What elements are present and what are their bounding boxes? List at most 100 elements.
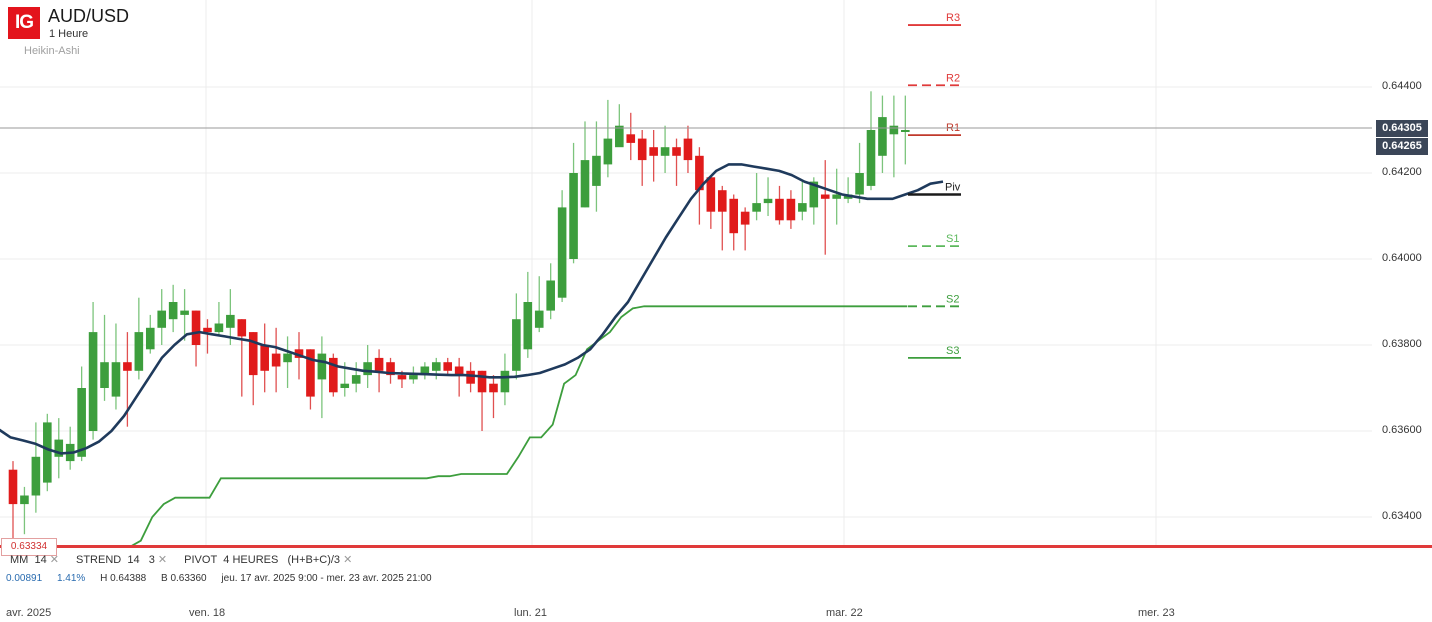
price-info-bar: 0.00891 1.41% H 0.64388 B 0.63360 jeu. 1… bbox=[6, 573, 444, 584]
candle-body bbox=[409, 375, 418, 380]
candle-body bbox=[878, 117, 887, 156]
indicator-name: STREND bbox=[75, 554, 122, 566]
candle-body bbox=[20, 495, 29, 505]
candle-body bbox=[351, 375, 361, 384]
candle bbox=[351, 362, 361, 393]
pivot-level: R3 bbox=[908, 12, 961, 26]
candle bbox=[214, 302, 224, 337]
candle-body bbox=[580, 160, 590, 208]
candle-body bbox=[740, 211, 750, 225]
candle bbox=[8, 461, 18, 548]
candle bbox=[695, 147, 704, 225]
candle-body bbox=[889, 125, 899, 135]
current-price-box: 0.64305 bbox=[1376, 120, 1428, 137]
candle-body bbox=[683, 138, 693, 161]
pivot-level: S2 bbox=[908, 293, 961, 308]
candle bbox=[820, 160, 830, 255]
candle bbox=[660, 125, 670, 173]
candle-body bbox=[660, 147, 670, 156]
candle bbox=[20, 486, 29, 535]
candle bbox=[512, 293, 521, 380]
candle-body bbox=[88, 332, 98, 431]
candle-body bbox=[626, 134, 636, 143]
candle-body bbox=[637, 138, 647, 161]
candle bbox=[763, 177, 773, 216]
candle-body bbox=[672, 147, 681, 156]
indicator-pivot[interactable]: PIVOT 4 HEURES (H+B+C)/3 ✕ bbox=[184, 554, 352, 566]
candle-body bbox=[832, 194, 841, 199]
candle-body bbox=[260, 345, 269, 371]
candle bbox=[329, 353, 338, 397]
candle bbox=[260, 323, 269, 393]
candle bbox=[477, 370, 487, 431]
candle bbox=[271, 327, 281, 393]
close-icon[interactable]: ✕ bbox=[157, 554, 168, 566]
indicator-strend[interactable]: STREND 14 3 ✕ bbox=[76, 554, 167, 566]
candle bbox=[88, 302, 98, 440]
interval-label[interactable]: 1 Heure bbox=[49, 28, 89, 40]
candle bbox=[363, 345, 372, 388]
candle bbox=[649, 130, 658, 182]
x-tick-label: avr. 2025 bbox=[6, 607, 52, 619]
candle-body bbox=[489, 383, 498, 393]
y-tick-label: 0.63400 bbox=[1382, 510, 1422, 522]
candle bbox=[409, 366, 418, 384]
candle-body bbox=[329, 357, 338, 393]
candle bbox=[489, 375, 498, 419]
candle-body bbox=[729, 198, 739, 234]
y-tick-label: 0.63600 bbox=[1382, 424, 1422, 436]
candle-body bbox=[477, 370, 487, 393]
candle bbox=[901, 95, 910, 165]
candle-body bbox=[168, 302, 178, 320]
candle-body bbox=[809, 181, 819, 208]
second-price-box: 0.64265 bbox=[1376, 138, 1428, 155]
candle-body bbox=[866, 130, 876, 186]
candle-body bbox=[534, 310, 544, 328]
close-icon[interactable]: ✕ bbox=[343, 554, 353, 566]
candle bbox=[43, 413, 52, 492]
candle bbox=[717, 185, 727, 251]
low-price-marker: 0.63334 bbox=[1, 538, 57, 556]
candle-body bbox=[592, 155, 601, 186]
candle-body bbox=[855, 173, 864, 195]
indicator-params: 4 HEURES (H+B+C)/3 bbox=[223, 554, 341, 566]
y-tick-label: 0.63800 bbox=[1382, 338, 1422, 350]
candle bbox=[466, 362, 475, 393]
candle bbox=[77, 366, 86, 462]
candle-body bbox=[363, 362, 372, 376]
low-value: B 0.63360 bbox=[161, 573, 207, 584]
candle-body bbox=[43, 422, 52, 483]
candle bbox=[786, 190, 796, 229]
supertrend-path bbox=[15, 305, 908, 548]
x-tick-label: mer. 23 bbox=[1138, 607, 1175, 619]
pivot-level: R2 bbox=[908, 72, 961, 87]
y-tick-label: 0.64000 bbox=[1382, 252, 1422, 264]
pivot-level: S1 bbox=[908, 233, 961, 248]
candle bbox=[752, 173, 761, 221]
candle bbox=[729, 194, 739, 251]
candle bbox=[420, 362, 430, 380]
candle-body bbox=[271, 353, 281, 367]
candle bbox=[168, 284, 178, 333]
x-tick-label: ven. 18 bbox=[189, 607, 226, 619]
candle-body bbox=[340, 383, 350, 388]
candle-body bbox=[31, 456, 41, 496]
date-range: jeu. 17 avr. 2025 9:00 - mer. 23 avr. 20… bbox=[221, 573, 432, 584]
candle-body bbox=[454, 366, 464, 376]
candle-body bbox=[203, 327, 212, 333]
candle-body bbox=[820, 194, 830, 199]
pivot-label: S3 bbox=[946, 345, 959, 357]
indicator-ma[interactable]: MM 14 ✕ bbox=[10, 554, 59, 566]
symbol-title[interactable]: AUD/USD bbox=[48, 6, 130, 26]
candle-body bbox=[649, 147, 658, 156]
pivot-label: S1 bbox=[946, 233, 959, 245]
candle bbox=[180, 289, 189, 341]
candle-body bbox=[317, 353, 327, 380]
candle-body bbox=[500, 370, 510, 393]
pivot-level: S3 bbox=[908, 345, 961, 359]
y-tick-label: 0.64200 bbox=[1382, 166, 1422, 178]
close-icon[interactable]: ✕ bbox=[49, 554, 59, 566]
x-tick-label: lun. 21 bbox=[514, 607, 548, 619]
candle-body bbox=[145, 327, 155, 350]
